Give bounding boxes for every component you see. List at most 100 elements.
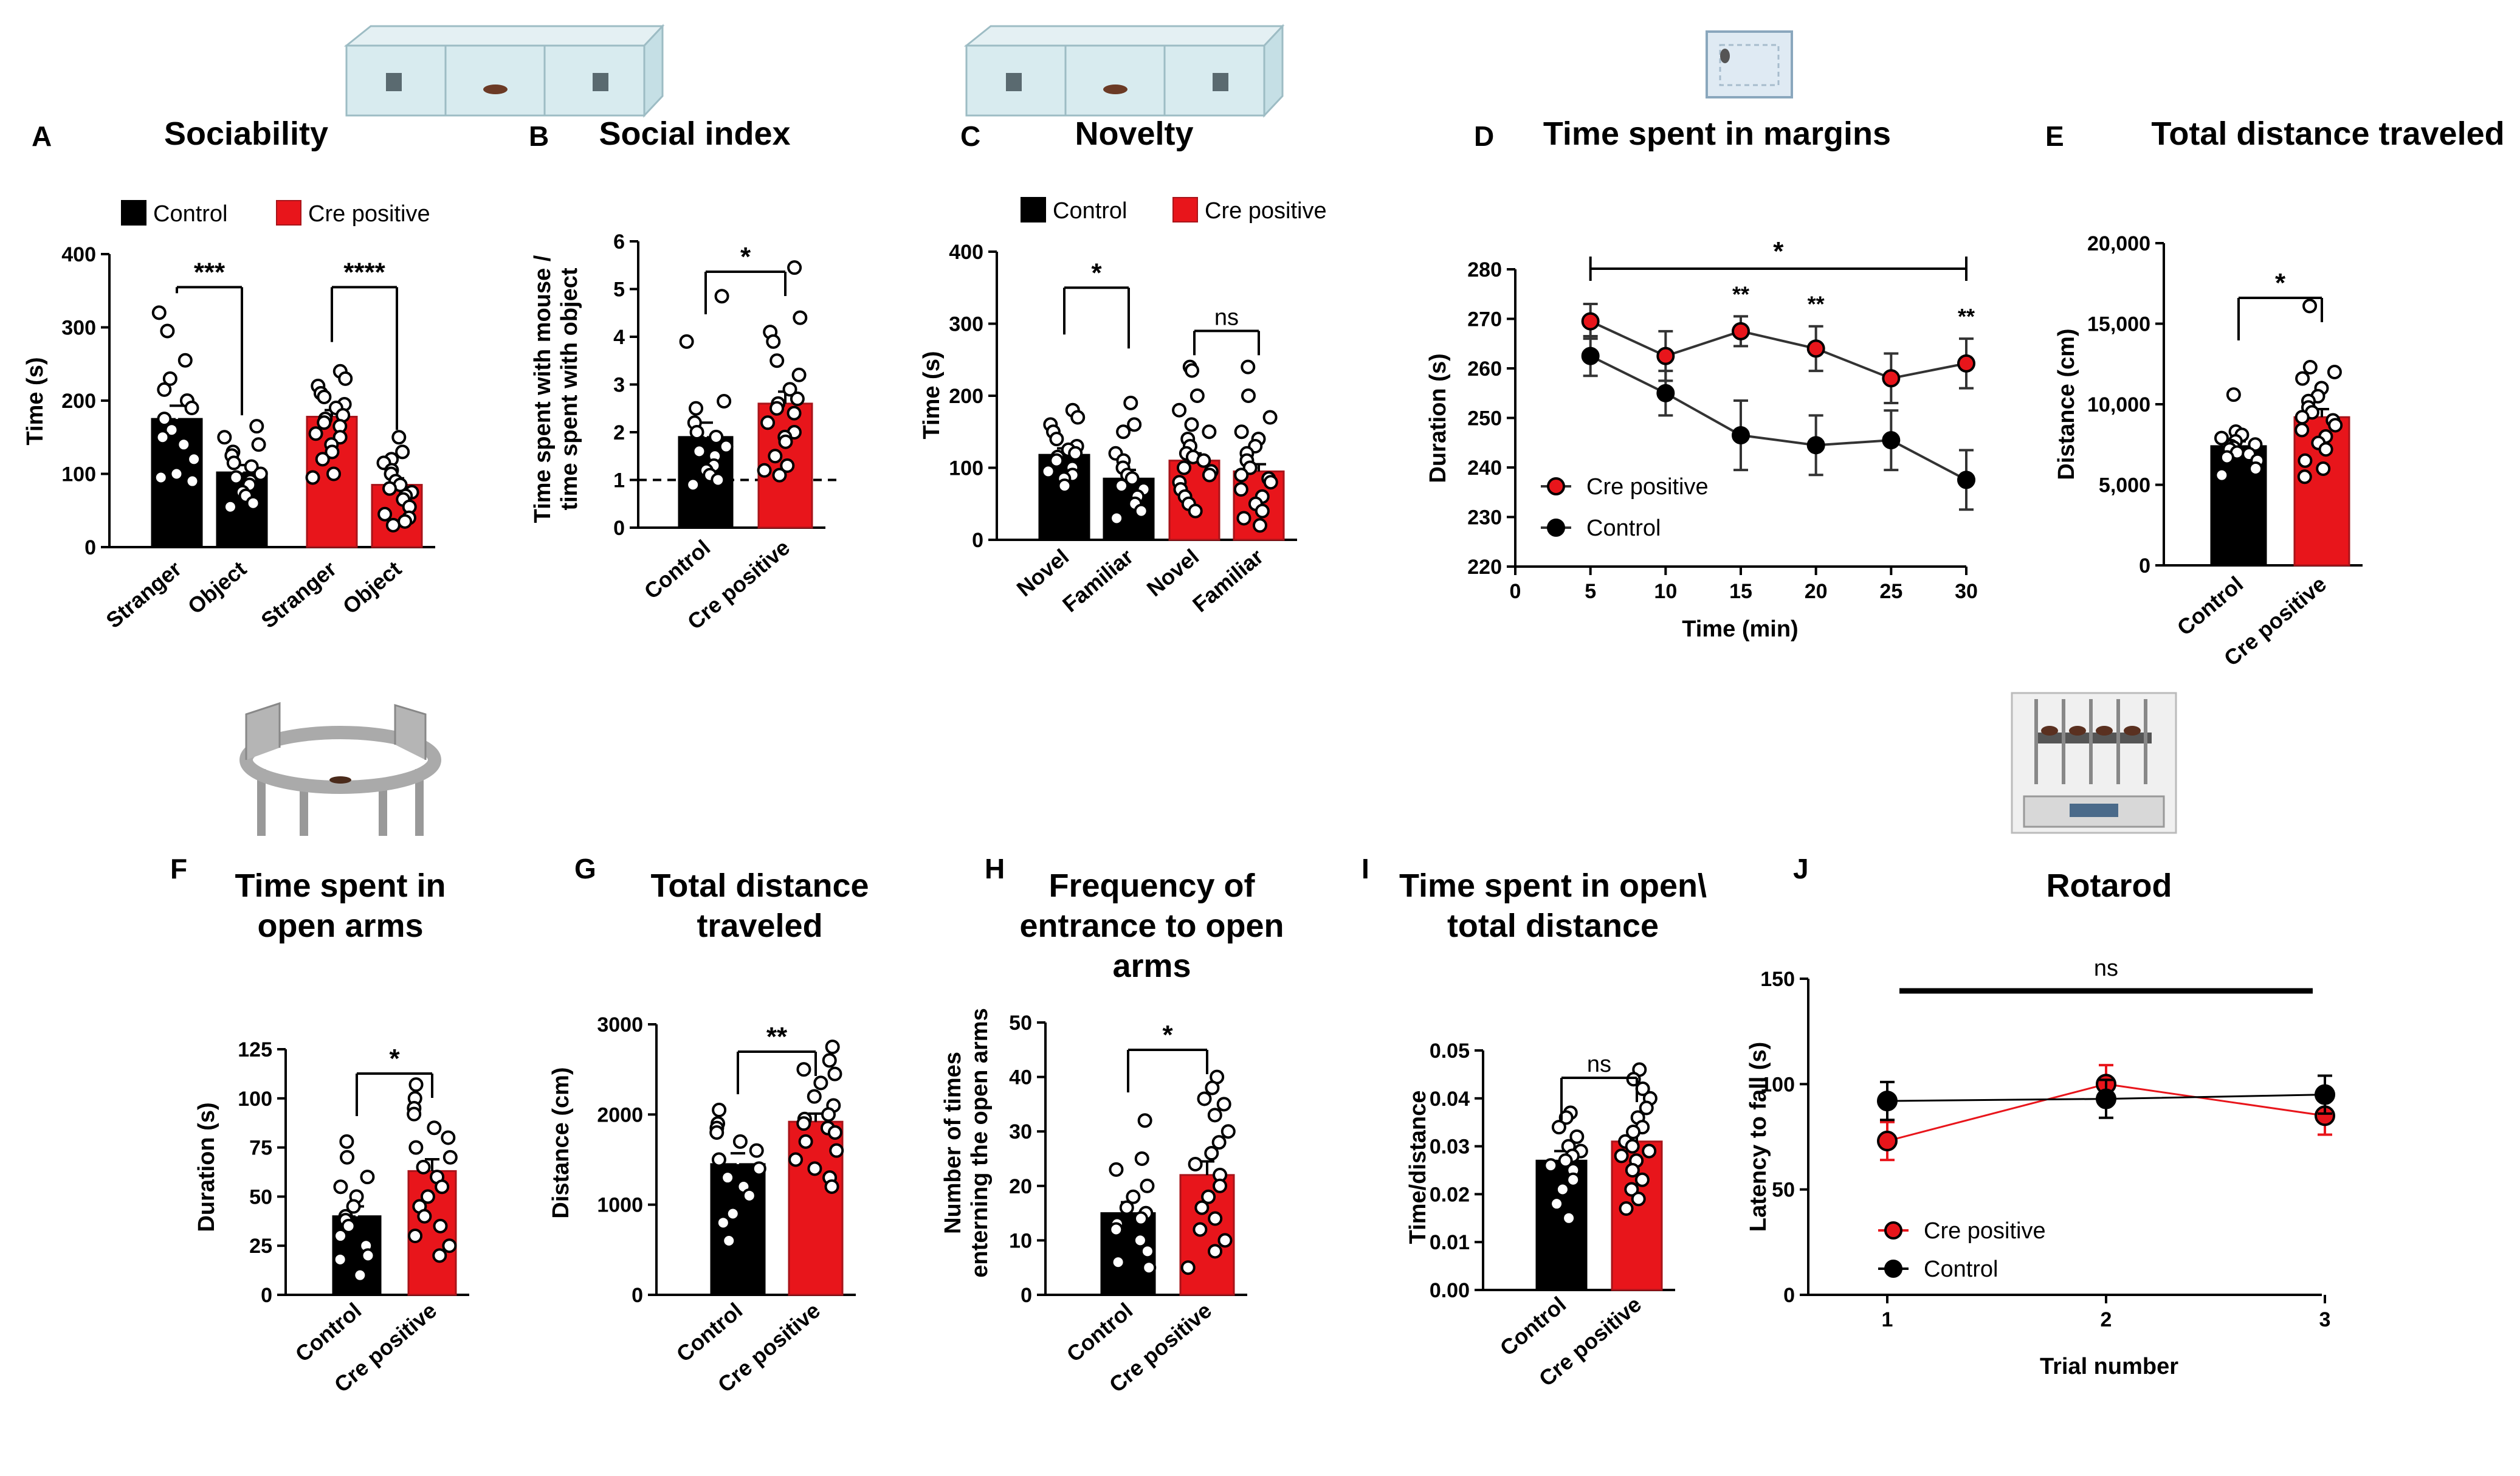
data-point: [360, 1170, 375, 1185]
y-tick-label: 10: [1009, 1229, 1032, 1252]
data-point: [757, 463, 772, 478]
y-axis-label: Time (s): [22, 357, 48, 445]
data-point: [408, 1140, 424, 1155]
y-tick-label: 20: [1009, 1175, 1032, 1198]
data-point: [427, 1120, 442, 1136]
data-point: [185, 474, 200, 489]
y-tick-label: 300: [949, 313, 983, 336]
chart-title: Total distance: [650, 867, 869, 904]
series-line: [1589, 320, 1967, 380]
y-tick-label: 100: [1760, 1073, 1795, 1096]
data-point: [1109, 1162, 1124, 1177]
y-tick-label: 5: [613, 278, 625, 302]
data-point: [432, 1248, 447, 1263]
chart-title: Time spent in: [235, 867, 446, 904]
x-tick-label: Stranger: [256, 556, 341, 633]
data-point: [1141, 1260, 1157, 1275]
panel-letter: G: [574, 853, 596, 885]
chart-A: A Sociability 0 100 200 300 400 Time (s) Strange…: [22, 116, 435, 633]
data-point: [226, 455, 241, 471]
elevated-plus-maze-icon: [239, 702, 441, 836]
data-point: [1180, 1260, 1196, 1275]
legend-swatch: [1021, 197, 1046, 222]
data-point: [153, 470, 168, 485]
y-tick-label: 0.01: [1430, 1231, 1470, 1254]
data-point: [2316, 461, 2331, 476]
data-point: [398, 514, 413, 529]
data-point: [791, 367, 807, 382]
chart-title: open arms: [257, 908, 423, 944]
significance-label: *: [1773, 236, 1784, 266]
data-point: [1041, 464, 1056, 479]
y-tick-label: 0.00: [1430, 1279, 1470, 1302]
data-point: [416, 1159, 431, 1174]
y-tick-label: 240: [1467, 457, 1502, 480]
data-point: [768, 449, 783, 464]
data-point: [1134, 1211, 1149, 1226]
data-point: [1110, 1255, 1126, 1270]
data-point: [1882, 369, 1901, 388]
data-point: [2219, 450, 2234, 465]
data-point: [382, 481, 398, 496]
legend-label: Cre positive: [1205, 198, 1327, 224]
panel-letter: B: [529, 120, 549, 152]
x-tick-label: Stranger: [101, 556, 186, 633]
data-point: [1262, 410, 1278, 425]
data-point: [157, 382, 172, 397]
data-point: [1188, 503, 1203, 519]
y-tick-label: 25: [249, 1235, 272, 1258]
y-tick-label: 0: [261, 1284, 272, 1307]
data-point: [338, 371, 353, 386]
chart-F: F Time spent in open arms 0 25 50 75 100 125 Dura…: [170, 853, 469, 1398]
data-point: [1208, 1211, 1223, 1226]
significance-label: **: [1808, 292, 1825, 317]
data-point: [395, 444, 410, 460]
data-point: [339, 1134, 354, 1149]
y-tick-label: 200: [61, 390, 96, 413]
y-tick-label: 300: [61, 317, 96, 340]
y-tick-label: 400: [61, 243, 96, 266]
data-point: [711, 472, 726, 488]
data-point: [1119, 1200, 1134, 1215]
data-point: [1561, 1210, 1577, 1226]
data-point: [1656, 384, 1675, 402]
panel-letter: H: [985, 853, 1005, 885]
data-point: [1132, 1233, 1148, 1248]
significance-label: ns: [2094, 956, 2118, 981]
chart-E: E Total distance traveled 0 5,000 10,000 15,0…: [2045, 116, 2505, 671]
x-tick-label: 20: [1805, 580, 1828, 603]
data-point: [1806, 339, 1825, 358]
data-point: [435, 1179, 450, 1195]
data-point: [1189, 388, 1205, 403]
rotarod-apparatus-icon: [2011, 692, 2177, 834]
data-point: [822, 1053, 837, 1068]
data-point: [360, 1248, 376, 1263]
legend-swatch: [121, 200, 146, 226]
data-point: [1233, 482, 1248, 497]
y-tick-label: 15,000: [2087, 313, 2150, 336]
legend-marker: [1547, 477, 1565, 495]
data-point: [692, 444, 707, 459]
y-tick-label: 0: [632, 1284, 643, 1307]
significance-label: *: [1091, 258, 1102, 288]
data-point: [1634, 1172, 1650, 1187]
data-point: [1656, 347, 1675, 365]
apparatus-illustrations: [239, 24, 2177, 836]
data-point: [1049, 453, 1064, 468]
data-point: [772, 467, 787, 483]
significance-label: ns: [1214, 305, 1239, 330]
data-point: [2226, 387, 2241, 402]
data-point: [1126, 1189, 1141, 1204]
y-tick-label: 100: [238, 1088, 272, 1111]
data-point: [1806, 436, 1825, 455]
data-point: [326, 466, 342, 481]
data-point: [217, 430, 232, 445]
x-tick-label: 25: [1879, 580, 1902, 603]
data-point: [2096, 1088, 2116, 1109]
panel-letter: F: [170, 853, 187, 885]
y-axis-label: Time spent with mouse /: [530, 255, 556, 523]
significance-label: **: [766, 1022, 788, 1052]
data-point: [717, 393, 732, 409]
x-axis-label: Trial number: [2040, 1354, 2178, 1379]
